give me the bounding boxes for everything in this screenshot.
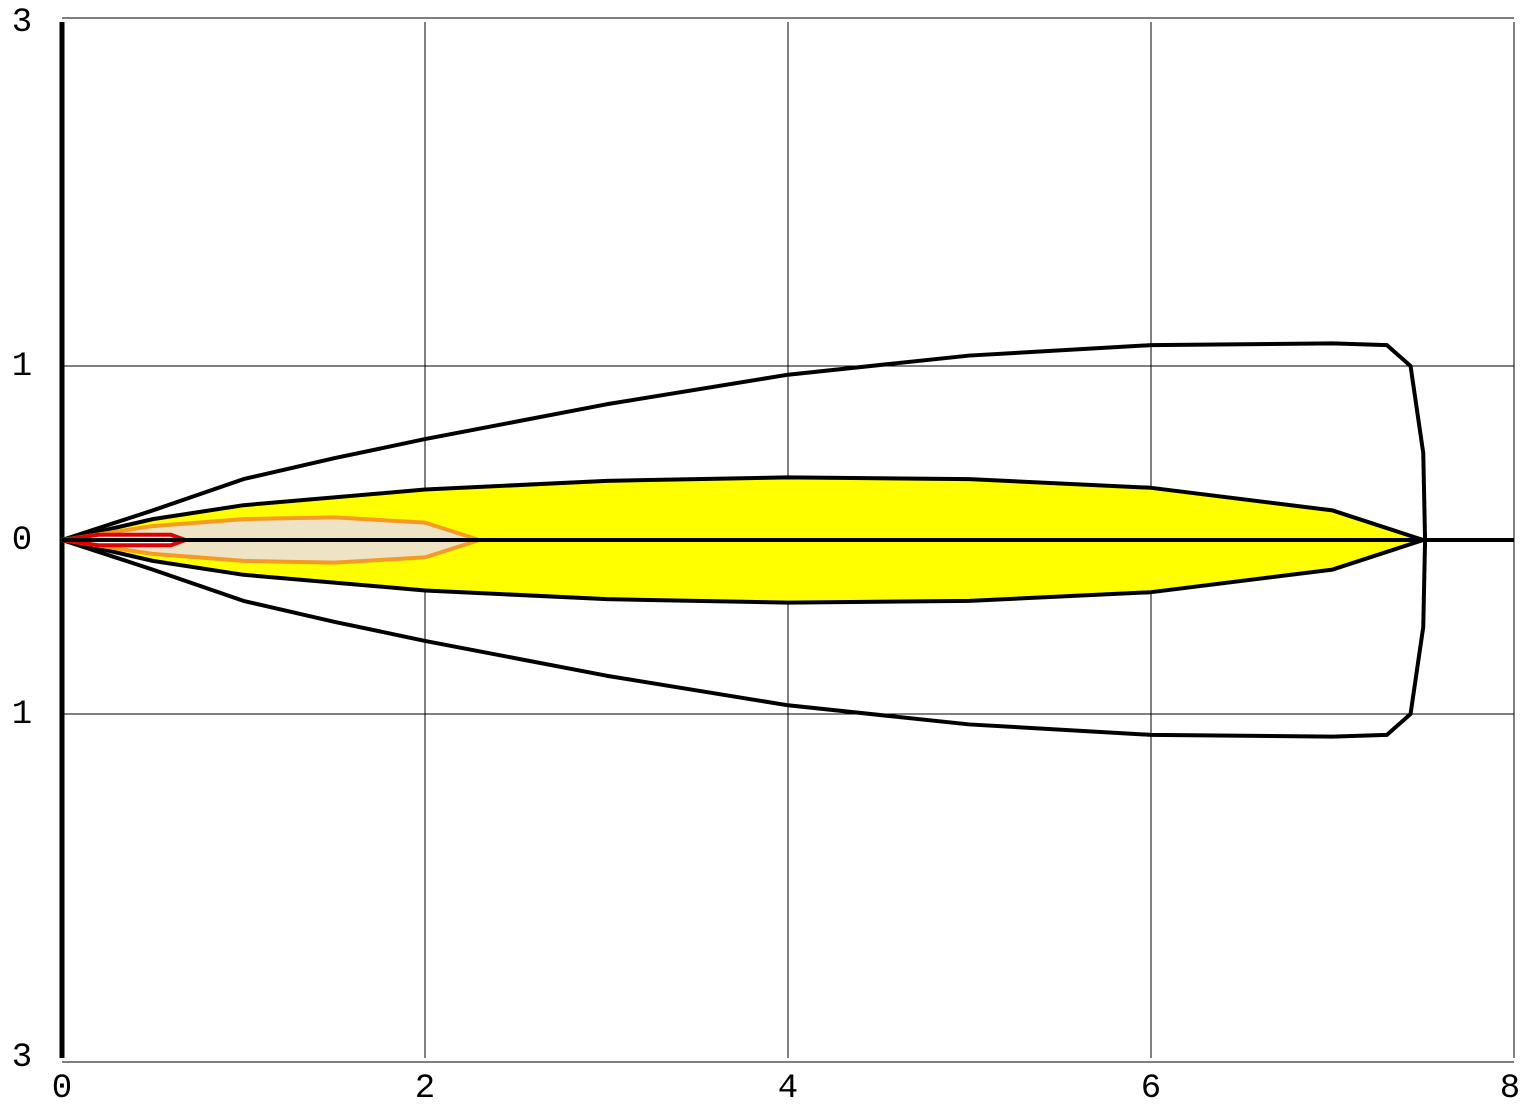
y-tick-label: 3: [12, 4, 32, 42]
x-tick-label: 0: [52, 1070, 72, 1107]
x-tick-label: 6: [1141, 1070, 1161, 1107]
x-tick-label: 8: [1500, 1070, 1520, 1107]
y-tick-label: 3: [12, 1039, 32, 1077]
x-tick-label: 4: [778, 1070, 798, 1107]
x-tick-label: 2: [415, 1070, 435, 1107]
y-tick-label: 1: [12, 696, 32, 734]
y-tick-label: 0: [12, 522, 32, 560]
y-tick-label: 1: [12, 348, 32, 386]
